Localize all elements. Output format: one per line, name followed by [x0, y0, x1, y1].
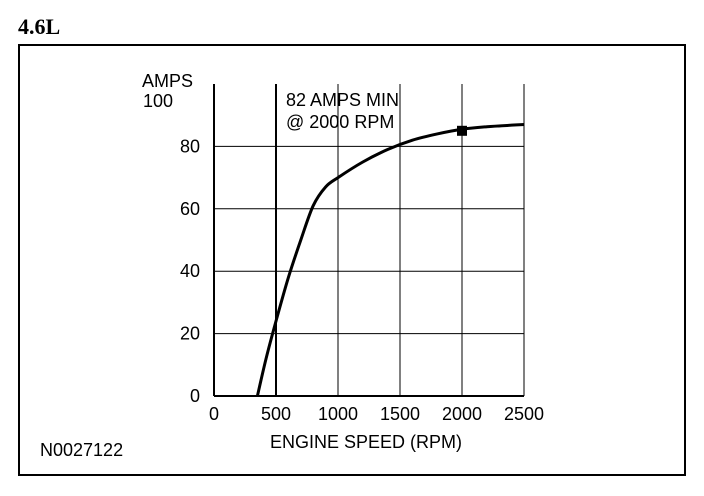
chart-frame — [18, 44, 686, 476]
annotation-line-1: 82 AMPS MIN — [286, 90, 399, 110]
reference-code: N0027122 — [40, 440, 124, 460]
x-tick-label-2500: 2500 — [504, 404, 544, 424]
y-tick-label-0: 0 — [190, 386, 200, 406]
series-line-1 — [255, 123, 525, 397]
x-tick-label-1500: 1500 — [380, 404, 420, 424]
y-tick-label-20: 20 — [180, 324, 200, 344]
x-tick-label-1000: 1000 — [318, 404, 358, 424]
marker-point — [457, 125, 467, 136]
axes — [213, 84, 524, 397]
y-tick-label-80: 80 — [180, 136, 200, 156]
x-tick-label-2000: 2000 — [442, 404, 482, 424]
y-axis-label-line-1: AMPS — [142, 71, 193, 91]
grid-lines — [214, 84, 525, 396]
engine-label: 4.6L — [18, 14, 61, 39]
y-tick-label-60: 60 — [180, 199, 200, 219]
series — [255, 123, 525, 397]
y-tick-label-40: 40 — [180, 261, 200, 281]
annotation-line-2: @ 2000 RPM — [286, 112, 394, 132]
y-axis-label-line-2: 100 — [143, 91, 173, 111]
x-tick-label-0: 0 — [209, 404, 219, 424]
annotations: 82 AMPS MIN@ 2000 RPM — [286, 90, 399, 132]
x-axis-label: ENGINE SPEED (RPM) — [270, 432, 462, 452]
x-tick-label-500: 500 — [261, 404, 291, 424]
